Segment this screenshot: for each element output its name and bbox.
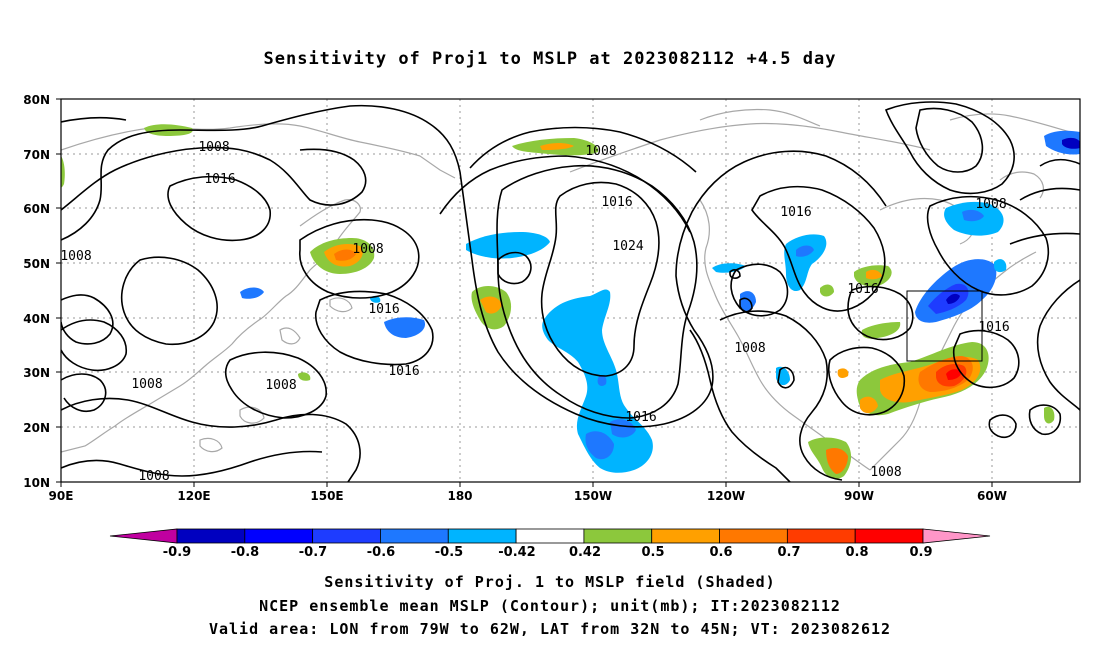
colorbar-segment (515, 528, 585, 544)
colorbar-triangle-high (922, 528, 991, 544)
lat-label: 30N (23, 366, 50, 380)
lon-label: 90W (844, 489, 874, 503)
contour-labels: 1008 1016 1008 1008 1016 1008 1008 1016 … (60, 140, 1010, 484)
lon-label: 120W (707, 489, 745, 503)
colorbar-segment (719, 528, 788, 544)
contour-label: 1016 (388, 364, 419, 379)
contour-label: 1008 (585, 144, 616, 159)
lon-label: 150W (574, 489, 612, 503)
colorbar-segment (312, 528, 381, 544)
lon-label: 90E (49, 489, 74, 503)
colorbar-segment (651, 528, 720, 544)
contour-label: 1016 (978, 320, 1009, 335)
colorbar-label: 0.6 (709, 545, 732, 560)
colorbar-label: -0.8 (231, 545, 259, 560)
lat-label: 80N (23, 93, 50, 107)
lon-label: 180 (447, 489, 472, 503)
contour-label: 1008 (265, 378, 296, 393)
longitude-labels: 90E 120E 150E 180 150W 120W 90W 60W (49, 489, 1007, 503)
map-frame (60, 98, 1081, 483)
contour-label: 1008 (870, 465, 901, 480)
lon-label: 60W (977, 489, 1007, 503)
latitude-labels: 80N 70N 60N 50N 40N 30N 20N 10N (23, 93, 50, 490)
lat-label: 40N (23, 312, 50, 326)
mslp-contours (61, 101, 1080, 482)
colorbar-label: -0.7 (299, 545, 327, 560)
colorbar-label: 0.5 (641, 545, 664, 560)
contour-label: 1016 (601, 195, 632, 210)
colorbar (109, 528, 991, 544)
colorbar-segment (176, 528, 246, 544)
colorbar-segment (244, 528, 314, 544)
colorbar-segment (786, 528, 856, 544)
contour-label: 1008 (975, 197, 1006, 212)
coastlines (61, 108, 1071, 471)
axis-ticks (56, 98, 993, 487)
contour-label: 1008 (198, 140, 229, 155)
lat-label: 60N (23, 202, 50, 216)
colorbar-label: 0.7 (777, 545, 800, 560)
lat-label: 10N (23, 476, 50, 490)
contour-label: 1008 (734, 341, 765, 356)
colorbar-segment (583, 528, 653, 544)
contour-label: 1016 (204, 172, 235, 187)
lat-label: 70N (23, 148, 50, 162)
map-title: Sensitivity of Proj1 to MSLP at 20230821… (263, 49, 837, 69)
colorbar-label: -0.9 (163, 545, 191, 560)
colorbar-label: 0.8 (845, 545, 868, 560)
lon-label: 120E (177, 489, 210, 503)
colorbar-label: 0.42 (569, 545, 601, 560)
contour-label: 1024 (612, 239, 643, 254)
colorbar-label: -0.42 (498, 545, 535, 560)
colorbar-segment (447, 528, 517, 544)
colorbar-label: -0.5 (435, 545, 463, 560)
colorbar-segment (380, 528, 449, 544)
caption-valid-area: Valid area: LON from 79W to 62W, LAT fro… (208, 620, 892, 638)
caption-contour: NCEP ensemble mean MSLP (Contour); unit(… (259, 597, 841, 615)
colorbar-triangle-low (109, 528, 178, 544)
colorbar-label: 0.9 (909, 545, 932, 560)
contour-label: 1008 (60, 249, 91, 264)
contour-label: 1016 (625, 410, 656, 425)
colorbar-label: -0.6 (367, 545, 395, 560)
valid-area-box (906, 290, 983, 362)
lon-label: 150E (310, 489, 343, 503)
contour-label: 1008 (131, 377, 162, 392)
contour-label: 1016 (368, 302, 399, 317)
lat-label: 20N (23, 421, 50, 435)
caption-shading: Sensitivity of Proj. 1 to MSLP field (Sh… (324, 573, 776, 591)
contour-label: 1008 (138, 469, 169, 484)
contour-label: 1008 (352, 242, 383, 257)
colorbar-segment (854, 528, 924, 544)
contour-label: 1016 (847, 282, 878, 297)
colorbar-labels: -0.9 -0.8 -0.7 -0.6 -0.5 -0.42 0.42 0.5 … (163, 545, 933, 560)
contour-label: 1016 (780, 205, 811, 220)
lat-label: 50N (23, 257, 50, 271)
